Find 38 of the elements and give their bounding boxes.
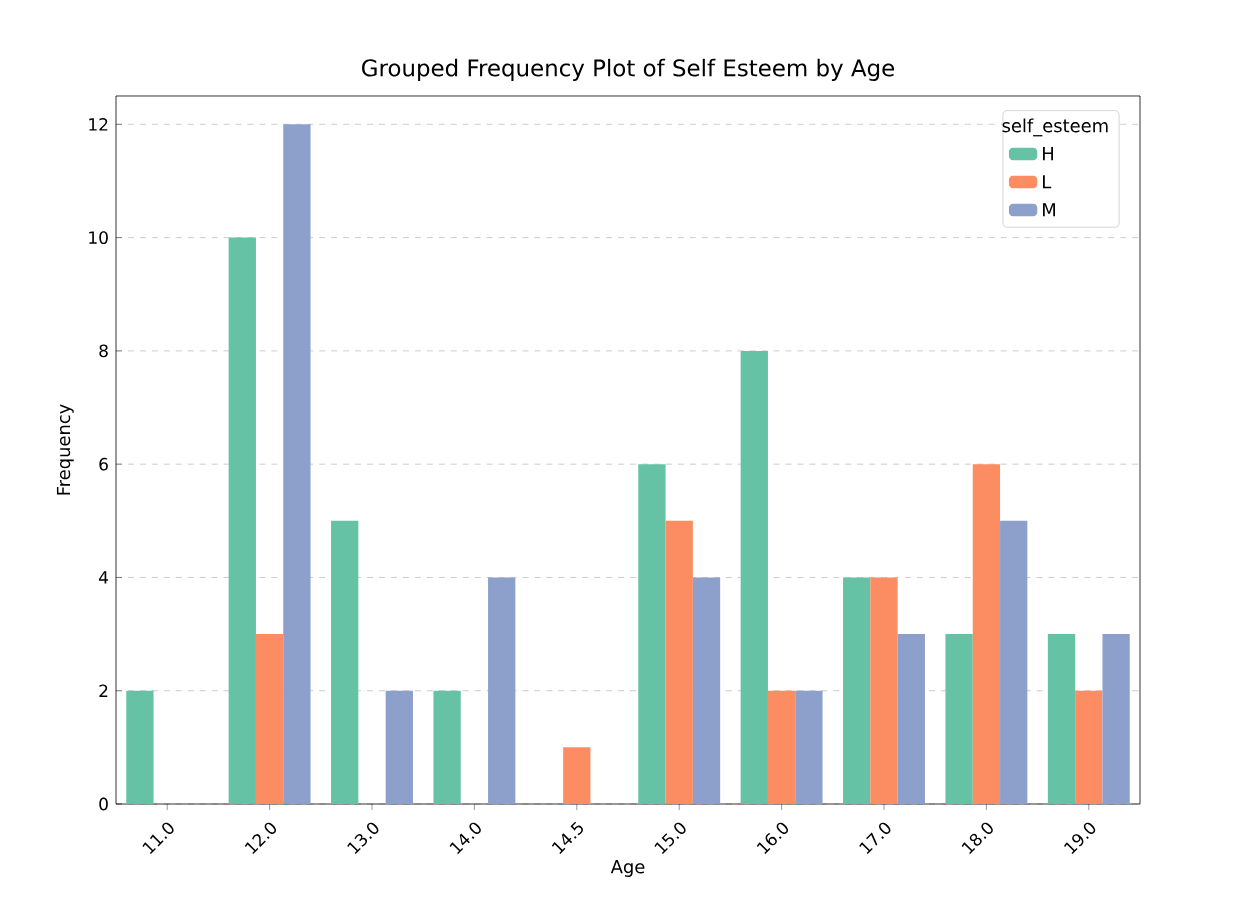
chart-title: Grouped Frequency Plot of Self Esteem by Age — [362, 58, 895, 81]
legend-title: self_esteem — [1002, 118, 1108, 137]
y-tick-label: 0 — [99, 797, 108, 811]
bar — [1047, 634, 1076, 804]
bar — [385, 690, 413, 804]
y-tick-label: 10 — [89, 231, 108, 245]
bar — [843, 577, 871, 804]
bar — [126, 690, 154, 804]
x-axis-title: Age — [610, 860, 645, 877]
bar — [255, 634, 284, 804]
bar — [665, 520, 693, 804]
bar — [740, 350, 768, 804]
bar — [870, 577, 898, 804]
legend-label: L — [1043, 175, 1052, 189]
bar — [331, 520, 359, 804]
bar — [945, 634, 973, 804]
y-tick-label: 8 — [99, 344, 108, 358]
bar — [795, 690, 823, 804]
bar — [228, 237, 256, 804]
bar — [1000, 520, 1028, 804]
y-tick-label: 12 — [89, 118, 108, 131]
bar — [638, 464, 666, 804]
y-tick-label: 6 — [99, 457, 108, 471]
bar — [488, 577, 516, 804]
bar — [283, 124, 311, 804]
bar — [1102, 634, 1130, 804]
legend-label: M — [1043, 203, 1055, 217]
legend-label: H — [1043, 147, 1053, 161]
y-axis-title: Frequency — [56, 404, 74, 495]
y-tick-label: 4 — [99, 571, 108, 584]
bar — [433, 690, 461, 804]
bar — [767, 690, 796, 804]
bar — [972, 464, 1001, 804]
bar — [897, 634, 925, 804]
bar — [563, 747, 591, 804]
y-tick-label: 2 — [99, 684, 108, 697]
bar — [1075, 690, 1103, 804]
bar — [692, 577, 721, 804]
